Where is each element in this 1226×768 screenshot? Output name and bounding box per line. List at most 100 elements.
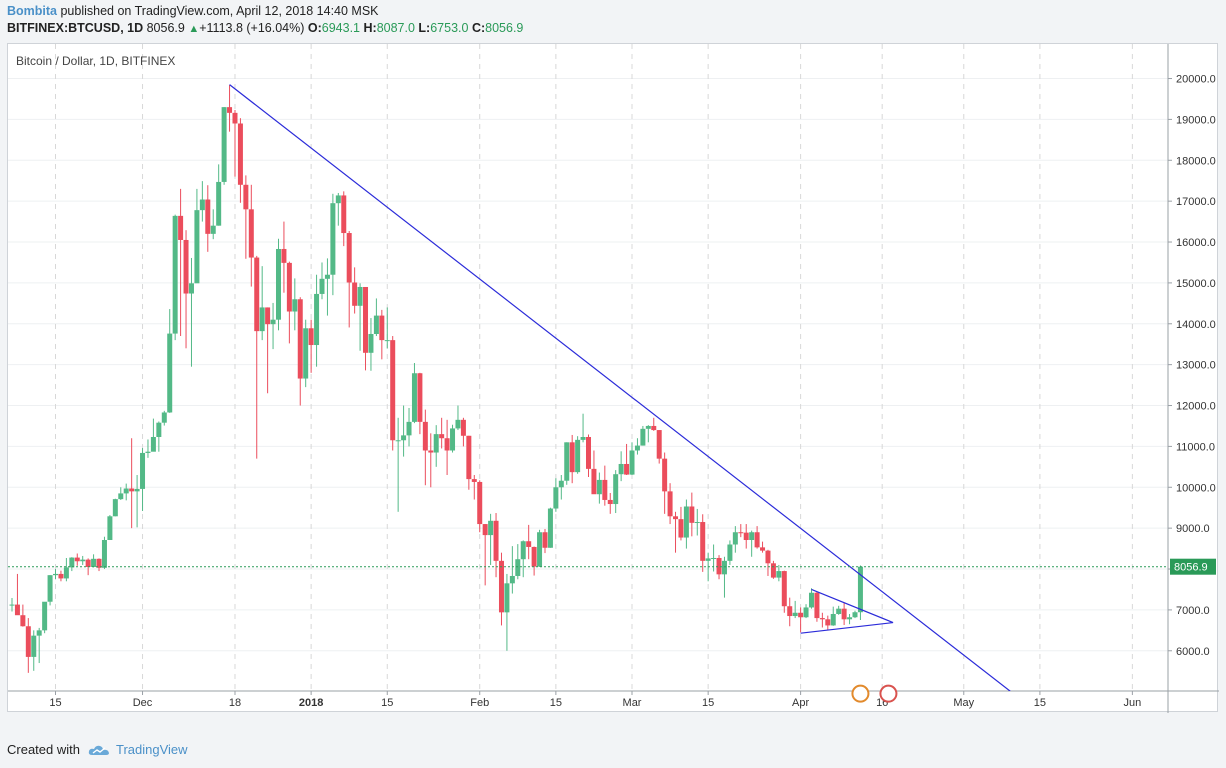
candle-body — [738, 532, 744, 534]
chart-panel[interactable]: Bitcoin / Dollar, 1D, BITFINEX 6000.0 7000… — [7, 43, 1219, 713]
candle-body — [520, 541, 526, 560]
candle-body — [569, 442, 575, 473]
candle-body — [450, 428, 456, 451]
candle-body — [335, 195, 341, 204]
candle-body — [575, 439, 581, 473]
candle-body — [292, 299, 298, 312]
candle-body — [852, 612, 858, 618]
x-tick-label: Mar — [623, 697, 642, 709]
candle-body — [547, 508, 553, 548]
trendline[interactable] — [811, 588, 894, 624]
tradingview-cloud-icon[interactable] — [88, 744, 110, 756]
candle-body — [460, 419, 466, 436]
x-tick-label: 15 — [550, 697, 562, 709]
y-tick-label: 10000.0 — [1176, 482, 1216, 494]
candle-body — [330, 203, 336, 275]
author-link[interactable]: Bombita — [7, 4, 57, 18]
candle-body — [667, 491, 673, 517]
candle-body — [515, 559, 521, 576]
candle-body — [770, 563, 776, 578]
candle-body — [411, 373, 417, 422]
candle-body — [384, 340, 390, 342]
candle-body — [25, 626, 31, 657]
candle-body — [618, 463, 624, 475]
candle-body — [640, 428, 646, 446]
y-tick-label: 11000.0 — [1176, 441, 1215, 453]
y-tick-label: 15000.0 — [1176, 278, 1216, 290]
candle-body — [792, 612, 798, 617]
candle-body — [825, 619, 831, 626]
candle-body — [401, 435, 407, 441]
candle-body — [324, 274, 330, 279]
trendline[interactable] — [800, 621, 894, 634]
candle-body — [781, 571, 787, 607]
candle-body — [727, 544, 733, 561]
candle-body — [199, 199, 205, 211]
change-up-icon: ▲ — [188, 23, 200, 35]
candle-body — [53, 573, 59, 576]
published-text: published on TradingView.com, April 12, … — [60, 4, 379, 18]
last-price-badge — [1170, 558, 1216, 575]
candle-body — [553, 487, 559, 509]
symbol-label[interactable]: BITFINEX:BTCUSD, 1D — [7, 21, 144, 35]
candle-body — [754, 532, 760, 548]
created-with-text: Created with — [7, 742, 80, 757]
chart-title: Bitcoin / Dollar, 1D, BITFINEX — [16, 54, 175, 68]
low-label: L: — [418, 21, 431, 35]
x-tick-label: 15 — [381, 697, 393, 709]
candle-body — [69, 557, 75, 568]
candle-body — [488, 520, 494, 536]
candle-body — [80, 559, 86, 562]
candle-body — [178, 215, 184, 240]
candle-body — [422, 421, 428, 451]
candle-body — [112, 499, 118, 517]
candle-body — [145, 451, 151, 453]
candle-body — [504, 583, 510, 613]
x-tick-label: Feb — [470, 697, 489, 709]
candle-body — [558, 480, 564, 488]
candle-body — [439, 434, 445, 439]
candle-body — [129, 488, 135, 492]
close-value: 8056.9 — [485, 21, 524, 35]
y-tick-label: 20000.0 — [1176, 74, 1216, 86]
candle-body — [221, 107, 227, 182]
candle-body — [830, 613, 836, 626]
candle-body — [493, 520, 499, 561]
y-tick-label: 17000.0 — [1176, 196, 1216, 208]
candle-body — [107, 516, 113, 541]
candle-body — [613, 474, 619, 505]
candle-body — [346, 233, 352, 283]
candle-body — [248, 209, 254, 258]
candle-body — [417, 373, 423, 422]
trendline[interactable] — [229, 84, 1035, 710]
candle-body — [477, 481, 483, 525]
candle-body — [683, 506, 689, 538]
candle-body — [629, 450, 635, 475]
candle-body — [352, 282, 358, 306]
candle-body — [243, 184, 249, 210]
candle-body — [689, 506, 695, 523]
candle-body — [814, 592, 820, 619]
candle-body — [586, 436, 591, 469]
candle-body — [232, 112, 238, 124]
candle-body — [841, 608, 847, 620]
candle-body — [471, 479, 477, 482]
high-value: 8087.0 — [376, 21, 415, 35]
tradingview-link[interactable]: TradingView — [115, 742, 188, 757]
candle-body — [765, 550, 771, 564]
candle-body — [254, 257, 260, 332]
y-tick-label: 19000.0 — [1176, 114, 1216, 126]
x-tick-label: 15 — [49, 697, 61, 709]
candlestick-chart[interactable]: Bitcoin / Dollar, 1D, BITFINEX 6000.0 7000… — [8, 44, 1219, 713]
footer: Created with TradingView — [7, 742, 188, 757]
candle-body — [188, 283, 194, 294]
close-label: C: — [471, 21, 486, 35]
candle-body — [694, 522, 700, 524]
candles-group — [9, 84, 1035, 710]
candle-body — [281, 248, 287, 263]
candle-body — [531, 546, 537, 567]
candle-body — [395, 440, 401, 442]
candle-body — [634, 445, 640, 451]
candle-body — [776, 571, 782, 578]
candle-body — [498, 560, 504, 613]
